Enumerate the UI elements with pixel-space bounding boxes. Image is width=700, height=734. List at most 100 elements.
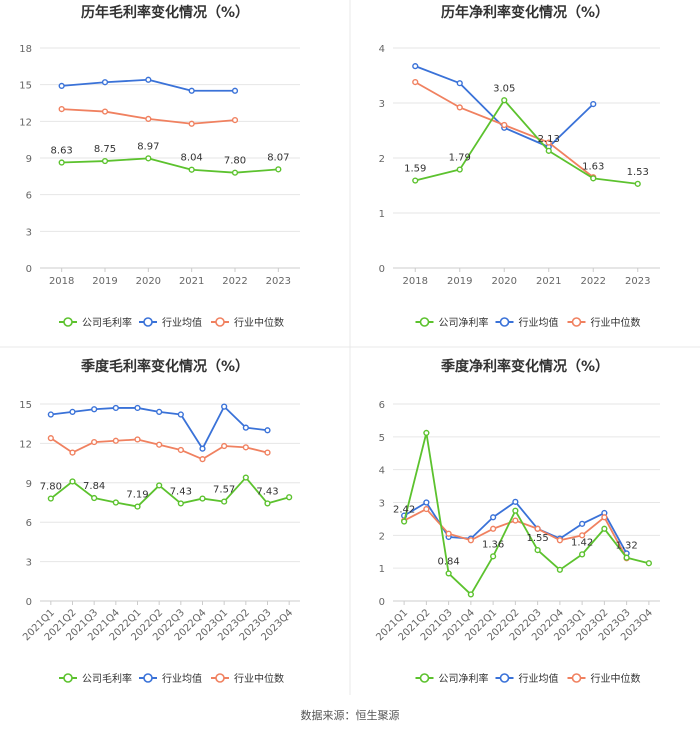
- data-point-industry_median: [445, 530, 452, 537]
- data-point-company: [423, 429, 430, 436]
- data-point-industry_median: [231, 117, 239, 124]
- data-point-company: [456, 166, 463, 173]
- data-point-industry_median: [467, 537, 474, 544]
- data-point-company: [545, 147, 552, 154]
- legend-label: 公司毛利率: [82, 316, 132, 329]
- series-line-company: [403, 431, 650, 596]
- data-label: 0.84: [437, 556, 459, 567]
- data-point-company: [177, 500, 184, 507]
- data-point-company: [264, 500, 271, 507]
- y-tick-label: 6: [379, 400, 385, 411]
- legend-swatch-marker: [215, 317, 225, 327]
- y-tick-label: 4: [379, 466, 385, 477]
- legend-swatch-marker: [63, 317, 73, 327]
- y-tick-label: 2: [379, 154, 385, 165]
- data-point-company: [501, 97, 508, 104]
- legend-label: 公司净利率: [439, 672, 489, 685]
- data-point-industry_median: [145, 115, 152, 122]
- y-tick-label: 15: [19, 81, 32, 92]
- data-label: 1.36: [482, 539, 504, 550]
- data-point-company: [512, 507, 519, 514]
- data-point-industry_median: [456, 104, 463, 111]
- data-point-company: [590, 175, 597, 182]
- legend-label: 行业均值: [162, 316, 202, 329]
- data-point-industry_median: [91, 438, 98, 446]
- data-point-industry_median: [264, 449, 271, 456]
- data-point-industry_median: [188, 120, 195, 127]
- data-label: 7.43: [170, 486, 192, 497]
- x-tick-label: 2019: [447, 276, 472, 287]
- legend-swatch-marker: [419, 673, 430, 683]
- data-point-industry_avg: [177, 411, 184, 418]
- data-point-industry_avg: [579, 520, 586, 527]
- data-point-industry_avg: [156, 408, 163, 415]
- data-point-industry_avg: [242, 424, 249, 431]
- data-point-industry_avg: [512, 498, 519, 505]
- data-point-industry_median: [69, 449, 76, 456]
- data-label: 7.80: [40, 482, 62, 493]
- data-point-company: [286, 494, 293, 501]
- x-tick-label: 2022: [581, 276, 606, 287]
- data-point-industry_avg: [231, 87, 239, 94]
- data-point-industry_median: [112, 437, 119, 444]
- data-point-industry_median: [501, 121, 508, 129]
- y-tick-label: 18: [19, 44, 32, 55]
- data-point-industry_median: [221, 442, 228, 450]
- legend-label: 行业中位数: [234, 316, 284, 329]
- data-label: 1.42: [571, 537, 593, 548]
- x-tick-label: 2023: [625, 276, 650, 287]
- legend-label: 行业均值: [162, 672, 202, 685]
- data-label: 2.13: [538, 134, 560, 145]
- data-point-industry_avg: [490, 514, 497, 521]
- data-label: 3.05: [493, 83, 515, 94]
- chart-annual-gross: 历年毛利率变化情况（%） 0 3 6 9 12 15 18 2018 2019 2020 2021 20…: [19, 4, 300, 329]
- y-tick-label: 5: [379, 433, 385, 444]
- data-point-industry_avg: [590, 100, 597, 108]
- data-point-company: [134, 503, 141, 510]
- data-point-industry_median: [423, 505, 430, 513]
- series-line-company: [415, 99, 638, 185]
- data-point-industry_median: [242, 444, 249, 451]
- data-point-industry_median: [47, 435, 54, 442]
- data-point-company: [534, 547, 541, 554]
- y-tick-label: 6: [26, 518, 32, 529]
- data-label: 8.04: [181, 153, 203, 164]
- legend-swatch-marker: [571, 317, 582, 327]
- y-tick-label: 1: [379, 564, 385, 575]
- y-tick-label: 0: [379, 264, 385, 275]
- chart-title: 历年净利率变化情况（%）: [441, 4, 609, 21]
- legend-label: 行业中位数: [234, 672, 284, 685]
- data-point-industry_avg: [91, 406, 98, 413]
- data-label: 8.75: [94, 144, 116, 155]
- y-tick-label: 6: [26, 191, 32, 202]
- y-tick-label: 12: [19, 439, 32, 450]
- data-point-industry_avg: [188, 87, 195, 94]
- data-point-industry_avg: [101, 79, 109, 86]
- data-point-industry_avg: [145, 76, 152, 83]
- chart-title: 历年毛利率变化情况（%）: [81, 4, 249, 21]
- x-tick-label: 2020: [136, 276, 161, 287]
- data-point-company: [556, 566, 563, 573]
- data-label: 8.97: [137, 141, 159, 152]
- data-point-company: [47, 495, 54, 502]
- series-line-industry_median: [50, 437, 268, 461]
- data-point-industry_avg: [456, 80, 463, 87]
- data-point-industry_median: [601, 514, 608, 521]
- data-point-industry_avg: [69, 408, 76, 415]
- source-note: 数据来源：恒生聚源: [300, 709, 400, 722]
- y-tick-label: 9: [26, 479, 32, 490]
- legend-swatch-marker: [571, 673, 582, 683]
- data-point-industry_avg: [112, 404, 119, 412]
- data-point-company: [601, 525, 608, 532]
- data-point-industry_median: [534, 525, 541, 532]
- data-point-company: [69, 478, 76, 485]
- legend-label: 公司净利率: [439, 316, 489, 329]
- y-tick-label: 3: [26, 558, 32, 569]
- x-tick-label: 2019: [92, 276, 117, 287]
- data-point-company: [221, 498, 228, 505]
- data-point-company: [91, 494, 98, 502]
- data-point-company: [156, 482, 163, 489]
- legend-label: 公司毛利率: [82, 672, 132, 685]
- data-point-industry_avg: [423, 499, 430, 506]
- data-label: 7.84: [83, 481, 105, 492]
